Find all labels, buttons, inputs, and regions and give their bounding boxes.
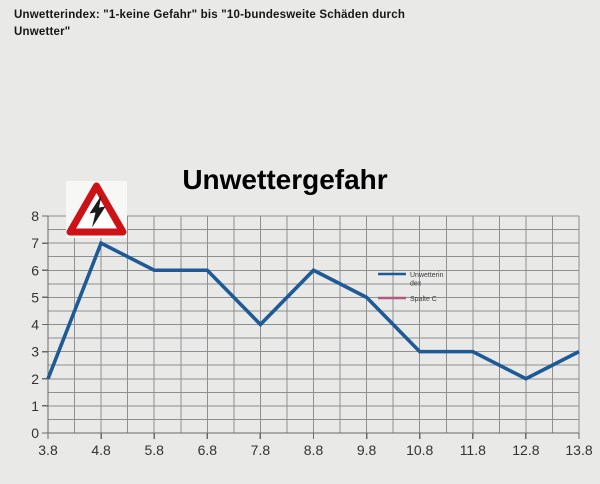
svg-text:11.8: 11.8 xyxy=(460,442,486,458)
svg-text:1: 1 xyxy=(31,398,39,414)
svg-text:5.8: 5.8 xyxy=(144,442,164,458)
svg-text:9.8: 9.8 xyxy=(357,442,377,458)
svg-text:6: 6 xyxy=(31,262,39,278)
chart-note: Unwetterindex: "1-keine Gefahr" bis "10-… xyxy=(14,9,406,38)
svg-text:3: 3 xyxy=(31,344,39,360)
svg-text:2: 2 xyxy=(31,371,39,387)
svg-text:6.8: 6.8 xyxy=(198,442,218,458)
svg-text:dex: dex xyxy=(410,281,422,288)
svg-text:3.8: 3.8 xyxy=(38,442,58,458)
lightning-triangle-icon xyxy=(66,182,127,236)
svg-text:10.8: 10.8 xyxy=(406,442,433,458)
svg-text:12.8: 12.8 xyxy=(512,442,539,458)
svg-text:8: 8 xyxy=(31,208,39,224)
svg-text:0: 0 xyxy=(31,425,39,441)
svg-text:8.8: 8.8 xyxy=(304,442,324,458)
storm-warning-icon xyxy=(66,181,127,238)
svg-text:13.8: 13.8 xyxy=(565,442,592,458)
svg-text:4: 4 xyxy=(31,317,39,333)
chart-title: Unwettergefahr xyxy=(182,164,388,195)
svg-text:4.8: 4.8 xyxy=(91,442,111,458)
svg-text:Spalte C: Spalte C xyxy=(410,296,437,303)
svg-text:7: 7 xyxy=(31,235,39,251)
svg-text:7.8: 7.8 xyxy=(251,442,271,458)
svg-text:Unwetterin: Unwetterin xyxy=(410,272,444,279)
svg-text:5: 5 xyxy=(31,289,39,305)
